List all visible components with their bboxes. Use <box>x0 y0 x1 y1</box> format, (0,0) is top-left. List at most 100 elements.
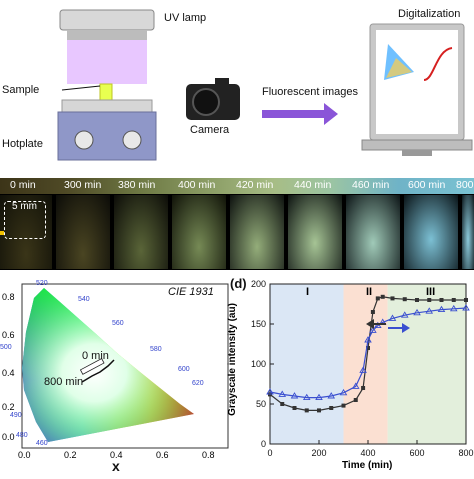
wl-540: 540 <box>78 296 90 303</box>
camera-lens <box>192 88 220 116</box>
d-series-blue-point <box>449 304 458 312</box>
uv-lamp-label: UV lamp <box>164 12 207 24</box>
sample-photo-2 <box>114 195 168 269</box>
hotplate-knob-left <box>74 130 94 150</box>
d-series-black-point <box>317 408 321 413</box>
d-series-black-point <box>439 298 444 302</box>
wl-480: 480 <box>16 432 28 439</box>
d-series-blue-point <box>369 326 377 333</box>
region-band-1 <box>270 284 344 444</box>
cie-xtick-2: 0.4 <box>110 450 123 460</box>
hotplate-knob-right <box>122 130 142 150</box>
d-series-black-point <box>304 408 309 413</box>
d-series-blue-point <box>339 388 348 396</box>
d-ylabel: Grayscale intensity (au) <box>226 303 238 416</box>
series-arrows <box>366 319 410 333</box>
d-series-black-point <box>427 298 432 302</box>
x-tick-label: 200 <box>311 448 326 458</box>
time-label-3: 400 min <box>178 179 216 191</box>
y-tick-label: 150 <box>251 319 266 329</box>
d-series-blue-point <box>462 304 470 311</box>
marker-dot <box>0 231 4 235</box>
sample-outline <box>4 201 46 239</box>
chart-axes: 0 200 400 600 800 0 50 100 150 200 <box>251 279 474 458</box>
cie-xlabel: x <box>112 458 120 474</box>
sample-photo-4 <box>230 195 284 269</box>
time-colorbar: 0 min 300 min 380 min 400 min 420 min 44… <box>0 178 474 194</box>
trajectory-arrow <box>79 358 105 375</box>
process-arrow <box>262 103 338 125</box>
y-tick-label: 50 <box>256 399 266 409</box>
camera-flash <box>215 78 229 86</box>
intensity-chart: 0 200 400 600 800 0 50 100 150 200 <box>251 279 474 458</box>
wl-520: 520 <box>36 280 48 287</box>
d-series-blue-point <box>327 392 336 399</box>
time-label-1: 300 min <box>64 179 102 191</box>
uv-lamp-rim <box>67 30 147 40</box>
setup-schematic: UV lamp Sample Hotplate Camera Fluoresce… <box>0 0 474 172</box>
d-series-blue-point <box>364 336 372 343</box>
time-label-4: 420 min <box>236 179 274 191</box>
region-label-1: I <box>306 286 310 298</box>
d-series-black-point <box>380 294 385 299</box>
hotplate-top <box>61 99 153 113</box>
cie-ytick-3: 0.2 <box>2 402 15 412</box>
cie-xtick-1: 0.2 <box>64 450 77 460</box>
time-label-7: 600 min <box>408 179 446 191</box>
d-series-black-point <box>451 298 456 302</box>
cie-start-label: 0 min <box>82 350 109 362</box>
x-tick-label: 400 <box>360 448 375 458</box>
cie-axes-frame <box>21 283 229 449</box>
cie-diagram <box>21 283 229 449</box>
d-series-blue-point <box>302 393 311 401</box>
d-series-black-line <box>269 296 466 411</box>
d-series-black-point <box>361 386 366 390</box>
uv-lamp-glow <box>67 40 147 84</box>
time-label-0: 0 min <box>10 179 36 191</box>
sample-label: Sample <box>2 84 40 96</box>
region-label-2: II <box>366 286 373 298</box>
hotplate-body <box>57 111 157 161</box>
y-tick-label: 200 <box>251 279 266 289</box>
d-series-black-point <box>292 406 297 410</box>
d-xlabel: Time (min) <box>342 460 393 471</box>
d-series-blue-point <box>425 307 434 314</box>
d-series-blue-point <box>374 321 382 329</box>
d-series-blue-point <box>400 311 409 318</box>
time-label-6: 460 min <box>352 179 390 191</box>
scale-bar-label: 5 mm <box>12 201 37 212</box>
d-series-blue-point <box>266 388 274 395</box>
d-series-blue-point <box>437 305 446 313</box>
sample-photo-8 <box>462 195 474 269</box>
d-series-blue-point <box>315 393 323 401</box>
d-series-black-point <box>415 298 419 302</box>
d-series-black-point <box>390 296 395 301</box>
sample-photo-6 <box>346 195 400 269</box>
region-band-3 <box>387 284 466 444</box>
wl-500: 500 <box>0 344 12 351</box>
wl-460: 460 <box>36 440 48 447</box>
sample-photo-5 <box>288 195 342 269</box>
d-series-black-point <box>280 402 285 406</box>
x-tick-label: 600 <box>409 448 424 458</box>
time-label-5: 440 min <box>294 179 332 191</box>
x-tick-label: 0 <box>267 448 272 458</box>
cie-panel: CIE 1931 0 min 800 min x 520 540 500 560… <box>0 272 234 474</box>
laptop-stand <box>402 150 432 156</box>
cie-xtick-3: 0.6 <box>156 450 169 460</box>
d-series-blue-point <box>359 366 367 373</box>
cie-xtick-4: 0.8 <box>202 450 215 460</box>
sample-pointer <box>61 85 101 91</box>
y-tick-label: 0 <box>261 439 266 449</box>
fluorescent-image-strip: 0 min 300 min 380 min 400 min 420 min 44… <box>0 178 474 270</box>
d-series-black-point <box>464 298 468 302</box>
wl-490: 490 <box>10 412 22 419</box>
d-series-blue-point <box>290 392 299 399</box>
mini-curve-plot <box>423 47 453 81</box>
setup-illustration <box>57 9 473 161</box>
digitalization-label: Digitalization <box>398 8 461 20</box>
wl-560: 560 <box>112 320 124 327</box>
wl-600: 600 <box>178 366 190 373</box>
y-tick-label: 100 <box>251 359 266 369</box>
x-tick-label: 800 <box>458 448 473 458</box>
